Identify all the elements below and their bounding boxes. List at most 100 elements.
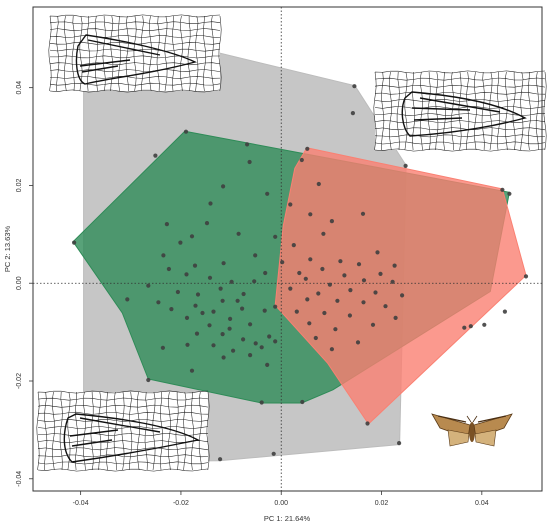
- wing-inset-bottom-left-background: [38, 392, 208, 470]
- data-point-g3-19: [303, 276, 308, 281]
- data-point-g3-7: [321, 231, 326, 236]
- data-point-g2-36: [125, 297, 130, 302]
- y-tick-label-3: 0.00: [16, 276, 23, 290]
- data-point-g3-44: [462, 325, 467, 330]
- wing-inset-right-wing-outline: [401, 91, 527, 137]
- data-point-g2-50: [241, 337, 246, 342]
- wing-inset-top-left: [48, 14, 222, 93]
- y-tick-label-5: 0.04: [16, 81, 23, 95]
- data-point-g2-59: [265, 362, 270, 367]
- data-point-g2-12: [288, 202, 293, 207]
- data-point-g2-37: [156, 300, 161, 305]
- data-point-g2-68: [235, 298, 240, 303]
- data-point-g3-42: [502, 309, 507, 314]
- data-point-g2-19: [273, 234, 278, 239]
- moth-antennae: [466, 415, 478, 423]
- data-point-g2-26: [263, 270, 268, 276]
- data-point-g2-47: [207, 323, 212, 328]
- data-point-g2-27: [184, 272, 189, 277]
- data-point-g3-43: [482, 322, 487, 327]
- data-point-g2-44: [184, 315, 190, 320]
- data-point-g3-15: [320, 266, 325, 272]
- data-point-g3-4: [365, 421, 370, 426]
- data-point-g2-30: [252, 279, 257, 284]
- data-point-g3-17: [378, 271, 383, 276]
- data-point-g2-38: [220, 298, 225, 303]
- data-point-g2-16: [164, 222, 169, 227]
- data-point-g2-20: [178, 240, 183, 245]
- data-point-g2-48: [194, 331, 200, 336]
- data-point-g2-60: [189, 368, 195, 373]
- data-point-g3-2: [500, 187, 505, 192]
- reference-line-layer: [33, 7, 542, 491]
- wing-inset-right-grid: [373, 70, 547, 152]
- data-point-g2-66: [273, 339, 278, 344]
- data-point-g2-61: [146, 377, 151, 383]
- data-point-g3-25: [316, 291, 321, 296]
- data-point-g2-3: [153, 153, 158, 158]
- data-point-g2-5: [247, 159, 252, 165]
- data-point-g3-6: [360, 211, 366, 216]
- data-point-g3-27: [400, 293, 405, 298]
- data-point-g3-34: [347, 313, 352, 318]
- x-tick-label-2: -0.02: [173, 500, 189, 507]
- data-point-g3-26: [373, 290, 378, 295]
- data-point-g3-8: [291, 243, 296, 248]
- wing-inset-right-background: [375, 72, 545, 150]
- x-tick-label-4: 0.02: [375, 500, 389, 507]
- data-point-g3-29: [335, 298, 340, 303]
- data-point-g3-28: [305, 297, 310, 302]
- data-point-g3-3: [523, 274, 529, 279]
- data-point-g2-28: [207, 275, 213, 280]
- wing-inset-right: [373, 70, 547, 152]
- x-axis-title: PC 1: 21.64%: [264, 514, 311, 523]
- data-point-g2-8: [221, 184, 226, 189]
- data-point-g3-21: [390, 279, 395, 284]
- data-point-g1-9: [271, 451, 276, 456]
- data-point-g3-12: [280, 260, 285, 265]
- data-point-g2-7: [507, 191, 512, 196]
- data-point-g3-31: [383, 304, 388, 309]
- data-point-g1-5: [397, 441, 402, 446]
- data-point-g2-1: [72, 240, 77, 245]
- x-tick-label-1: -0.04: [73, 500, 89, 507]
- data-point-g1-4: [403, 163, 408, 168]
- wing-inset-top-left-background: [50, 16, 220, 91]
- data-point-g2-32: [218, 286, 223, 291]
- data-point-g2-52: [185, 342, 190, 347]
- data-point-g2-6: [299, 157, 304, 163]
- data-point-g2-65: [253, 341, 258, 346]
- data-point-g2-23: [221, 261, 226, 266]
- group-hull-3: [274, 147, 527, 425]
- wing-shape-inset-layer: [36, 14, 547, 472]
- x-tick-label-3: 0.00: [274, 500, 288, 507]
- data-point-g3-35: [393, 315, 398, 320]
- wing-inset-bottom-left: [36, 390, 210, 472]
- moth-left-hindwing: [447, 429, 470, 447]
- data-point-g2-49: [220, 332, 225, 337]
- data-point-g3-30: [361, 300, 366, 305]
- data-point-g3-40: [355, 340, 361, 345]
- data-point-g3-10: [308, 257, 313, 262]
- x-tick-label-5: 0.04: [475, 500, 489, 507]
- data-point-g2-53: [211, 343, 216, 348]
- data-point-g3-39: [313, 335, 318, 341]
- data-point-g2-25: [166, 266, 171, 272]
- data-point-g2-55: [231, 348, 236, 353]
- data-point-g2-40: [169, 307, 174, 312]
- data-point-g2-35: [241, 291, 246, 297]
- data-point-g2-4: [245, 142, 250, 147]
- data-point-g2-45: [228, 316, 233, 321]
- data-point-g3-41: [329, 347, 334, 352]
- data-point-g2-67: [200, 310, 205, 316]
- data-point-g3-1: [305, 146, 310, 151]
- data-point-g2-17: [236, 231, 241, 236]
- plot-frame: [32, 6, 543, 492]
- data-point-g3-38: [333, 327, 338, 332]
- data-point-g3-16: [297, 270, 302, 276]
- moth-body: [469, 422, 475, 442]
- data-point-g3-18: [342, 273, 347, 278]
- moth-right-hindwing: [474, 429, 497, 447]
- wing-inset-bottom-left-wing-outline: [63, 413, 201, 463]
